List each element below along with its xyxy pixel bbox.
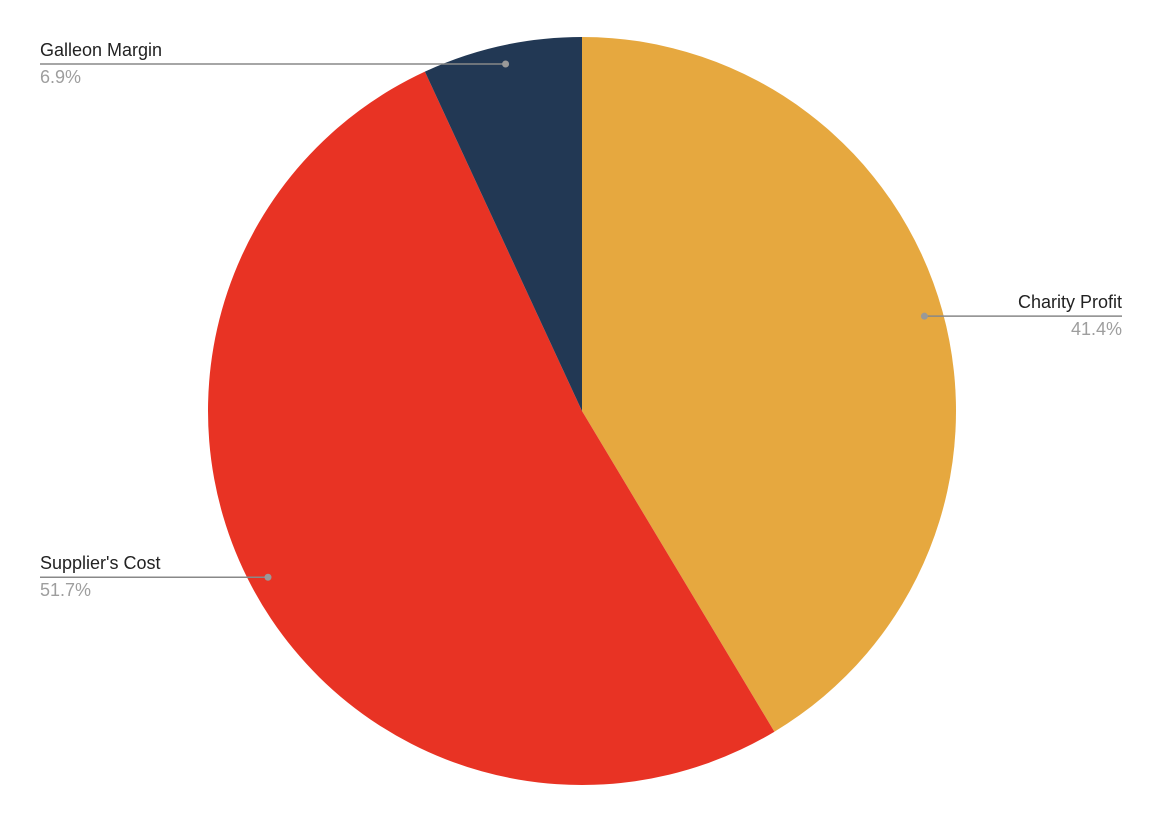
leader-dot	[920, 312, 928, 320]
slice-value-label: 6.9%	[40, 67, 81, 87]
pie-slice	[582, 37, 957, 732]
leader-dot	[502, 60, 510, 68]
pie-slice	[208, 71, 775, 785]
slice-label: Galleon Margin	[40, 40, 162, 60]
slice-value-label: 41.4%	[1071, 319, 1122, 339]
slice-label: Charity Profit	[1018, 292, 1122, 312]
slice-label: Supplier's Cost	[40, 553, 161, 573]
leader-dot	[264, 573, 272, 581]
slice-value-label: 51.7%	[40, 580, 91, 600]
pie-slice	[424, 37, 582, 411]
